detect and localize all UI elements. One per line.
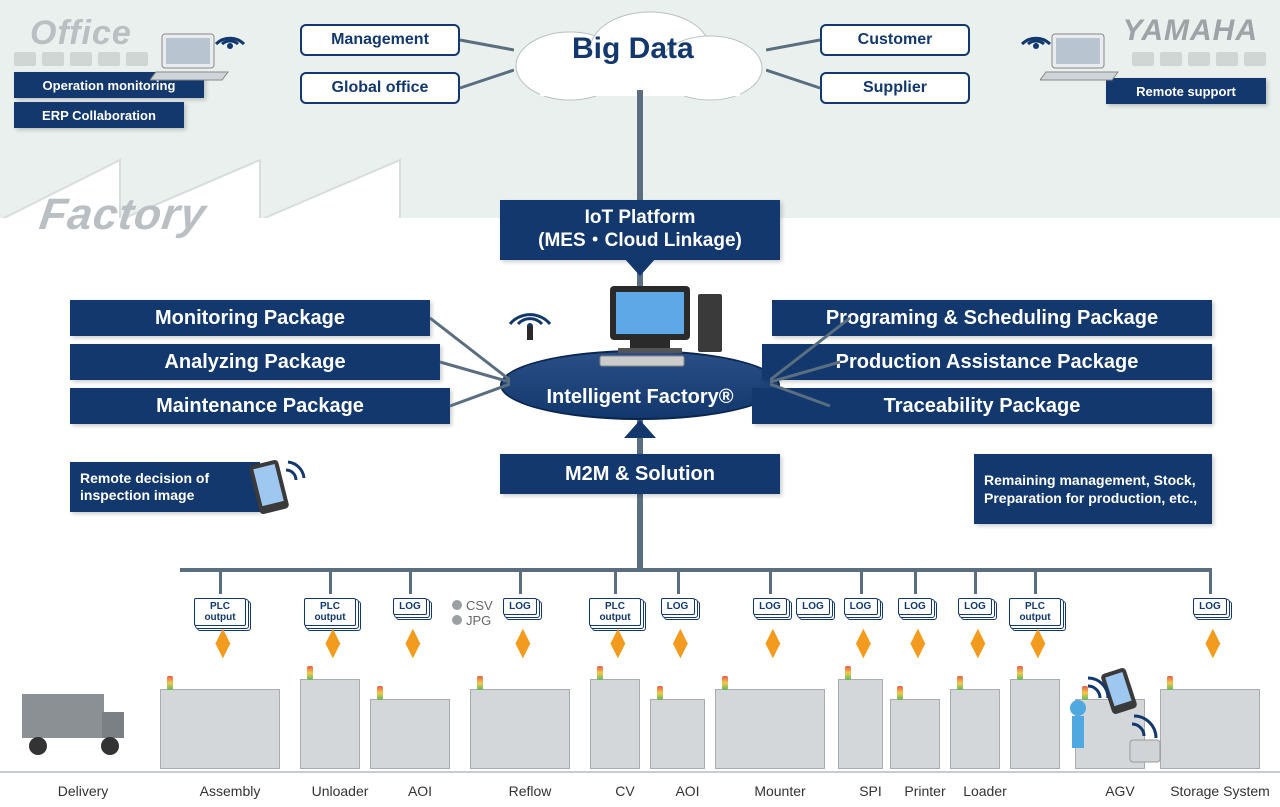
bus-drop (677, 568, 680, 594)
note-right: Remaining management, Stock, Preparation… (974, 454, 1212, 524)
wifi-icon (210, 14, 250, 59)
bus-drop (1209, 568, 1212, 594)
wifi-icon (1016, 14, 1056, 59)
bus-drop (769, 568, 772, 594)
bus-drop (974, 568, 977, 594)
phone-icon (246, 448, 306, 523)
machine-label: AGV (1075, 783, 1165, 799)
sync-arrow-icon: ▲▼ (605, 628, 625, 656)
file-legend: CSV JPG (452, 598, 493, 628)
m2m-box: M2M & Solution (500, 454, 780, 494)
up-arrow-icon (624, 420, 656, 440)
agv-worker-icon (1056, 660, 1166, 775)
platform-label: Intelligent Factory® (500, 386, 780, 409)
machine-label: Loader (950, 783, 1020, 799)
bus-drop (614, 568, 617, 594)
sync-arrow-icon: ▲▼ (760, 628, 780, 656)
note-left: Remote decision of inspection image (70, 462, 260, 512)
machine-storage-system (1160, 689, 1260, 769)
bus-drop (329, 568, 332, 594)
fan-left (430, 300, 510, 430)
machine-unloader (300, 679, 360, 769)
machine-delivery (18, 684, 128, 769)
office-badge-2: ERP Collaboration (14, 102, 184, 128)
down-arrow-icon (624, 258, 656, 278)
horizontal-bus (180, 568, 1210, 572)
doc-badge: LOG (796, 598, 830, 615)
cloud-box-globaloffice: Global office (300, 72, 460, 104)
machine-aoi (650, 699, 705, 769)
machine-label: Unloader (300, 783, 380, 799)
machine-label: Storage System (1160, 783, 1280, 799)
doc-badge: LOG (503, 598, 537, 615)
machine-mounter (715, 689, 825, 769)
pkg-monitoring: Monitoring Package (70, 300, 430, 336)
bus-drop (219, 568, 222, 594)
yamaha-badge: Remote support (1106, 78, 1266, 104)
bus-drop (914, 568, 917, 594)
iot-line1: IoT Platform (585, 207, 696, 230)
cloud-box-supplier: Supplier (820, 72, 970, 104)
connector-lines (456, 20, 514, 100)
iot-platform-box: IoT Platform (MES・Cloud Linkage) (500, 200, 780, 260)
connector-lines (766, 20, 824, 100)
computer-icon (570, 280, 730, 375)
yamaha-label: YAMAHA (1123, 14, 1258, 48)
machine-spi (838, 679, 883, 769)
machine-label: AOI (650, 783, 725, 799)
doc-badge: LOG (753, 598, 787, 615)
pkg-maintenance: Maintenance Package (70, 388, 450, 424)
bus-drop (409, 568, 412, 594)
factory-label: Factory (36, 190, 209, 240)
sync-arrow-icon: ▲▼ (1200, 628, 1220, 656)
machine-printer (890, 699, 940, 769)
bus-drop (519, 568, 522, 594)
sync-arrow-icon: ▲▼ (1025, 628, 1045, 656)
office-building (14, 52, 148, 66)
doc-badge: LOG (898, 598, 932, 615)
machine-unit (1010, 679, 1060, 769)
machine-reflow (470, 689, 570, 769)
iot-line2: (MES・Cloud Linkage) (538, 230, 742, 253)
machine-aoi (370, 699, 450, 769)
doc-badge: LOG (1193, 598, 1227, 615)
machine-label: AOI (370, 783, 470, 799)
sync-arrow-icon: ▲▼ (210, 628, 230, 656)
fan-right (770, 300, 850, 430)
pkg-analyzing: Analyzing Package (70, 344, 440, 380)
sync-arrow-icon: ▲▼ (668, 628, 688, 656)
machine-assembly (160, 689, 280, 769)
sync-arrow-icon: ▲▼ (851, 628, 871, 656)
sync-arrow-icon: ▲▼ (400, 628, 420, 656)
office-label: Office (30, 14, 132, 53)
machine-loader (950, 689, 1000, 769)
machine-label: Reflow (470, 783, 590, 799)
sync-arrow-icon: ▲▼ (320, 628, 340, 656)
cloud-box-customer: Customer (820, 24, 970, 56)
bigdata-title: Big Data (572, 32, 694, 66)
doc-badge: LOG (393, 598, 427, 615)
bus-drop (860, 568, 863, 594)
machine-label: Delivery (18, 783, 148, 799)
doc-badge: LOG (844, 598, 878, 615)
machine-label: Assembly (160, 783, 300, 799)
machine-cv (590, 679, 640, 769)
sync-arrow-icon: ▲▼ (905, 628, 925, 656)
sync-arrow-icon: ▲▼ (965, 628, 985, 656)
doc-badge: LOG (661, 598, 695, 615)
machine-label: Mounter (715, 783, 845, 799)
yamaha-building (1132, 52, 1266, 66)
sync-arrow-icon: ▲▼ (510, 628, 530, 656)
doc-badge: LOG (958, 598, 992, 615)
bus-drop (1034, 568, 1037, 594)
cloud-box-management: Management (300, 24, 460, 56)
